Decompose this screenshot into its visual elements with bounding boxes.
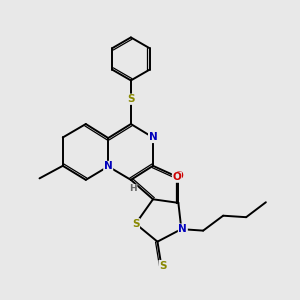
Text: H: H [129, 184, 137, 194]
Text: S: S [159, 261, 166, 271]
Text: S: S [127, 94, 135, 104]
Text: O: O [175, 171, 183, 181]
Text: N: N [104, 161, 112, 171]
Text: O: O [172, 172, 181, 182]
Text: S: S [132, 219, 140, 229]
Text: N: N [148, 133, 158, 142]
Text: N: N [178, 224, 187, 234]
